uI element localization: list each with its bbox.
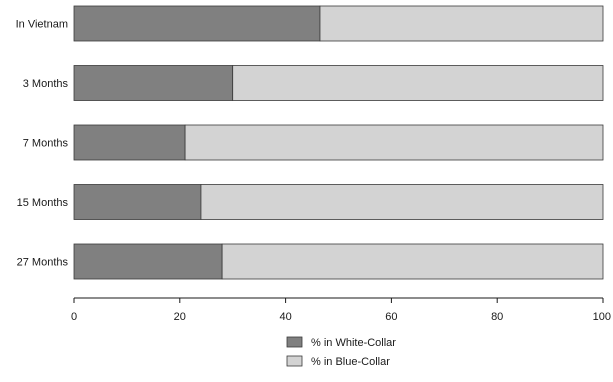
bar-in-vietnam-white-collar — [73, 5, 321, 42]
legend-swatch-white-collar — [286, 336, 303, 348]
bar-15-months-blue-collar — [200, 184, 604, 220]
x-tick-label-100: 100 — [593, 311, 611, 323]
category-label-in-vietnam: In Vietnam — [16, 19, 68, 31]
x-tick-label-40: 40 — [279, 311, 291, 323]
legend-swatch-blue-collar — [286, 355, 303, 367]
bar-3-months-white-collar — [73, 65, 234, 101]
x-axis: 0 20 40 60 80 100 — [71, 297, 611, 323]
bar-3-months-blue-collar — [232, 65, 604, 101]
x-tick-label-80: 80 — [491, 311, 503, 323]
x-tick-label-20: 20 — [174, 311, 186, 323]
x-tick-label-60: 60 — [385, 311, 397, 323]
legend: % in White-Collar % in Blue-Collar — [286, 336, 396, 368]
category-label-15-months: 15 Months — [17, 197, 69, 209]
legend-label-blue-collar: % in Blue-Collar — [311, 356, 390, 368]
bar-7-months-blue-collar — [184, 124, 604, 161]
category-label-27-months: 27 Months — [17, 257, 69, 269]
legend-label-white-collar: % in White-Collar — [311, 337, 396, 349]
category-labels: In Vietnam 3 Months 7 Months 15 Months 27 Mo… — [16, 19, 69, 269]
x-tick-label-0: 0 — [71, 311, 77, 323]
bar-27-months-blue-collar — [221, 243, 604, 280]
category-label-7-months: 7 Months — [23, 138, 69, 150]
bar-7-months-white-collar — [73, 124, 186, 161]
bar-15-months-white-collar — [73, 184, 202, 220]
bars-layer — [73, 5, 604, 280]
bar-in-vietnam-blue-collar — [319, 5, 604, 42]
bar-27-months-white-collar — [73, 243, 223, 280]
category-label-3-months: 3 Months — [23, 78, 69, 90]
